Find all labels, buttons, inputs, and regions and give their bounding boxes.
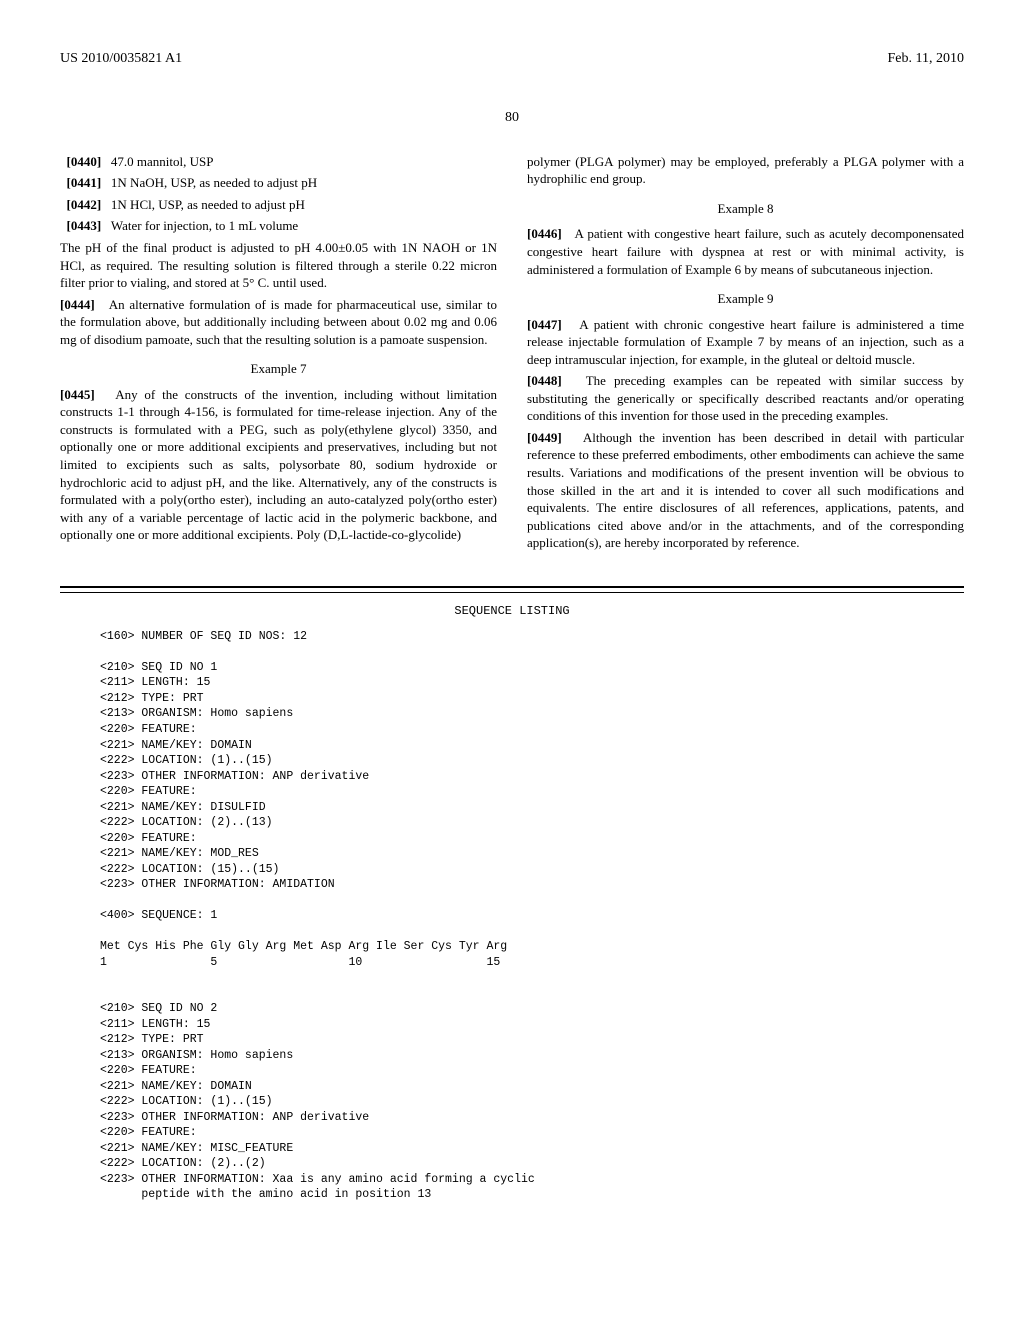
para-after-0443: The pH of the final product is adjusted … xyxy=(60,239,497,292)
para-label: [0442] xyxy=(67,197,102,212)
para-0443: [0443] Water for injection, to 1 mL volu… xyxy=(60,217,497,235)
example-7-heading: Example 7 xyxy=(60,360,497,378)
para-0449: [0449] Although the invention has been d… xyxy=(527,429,964,552)
para-label: [0447] xyxy=(527,317,562,332)
para-label: [0444] xyxy=(60,297,95,312)
para-text: 1N NaOH, USP, as needed to adjust pH xyxy=(111,175,317,190)
para-0442: [0442] 1N HCl, USP, as needed to adjust … xyxy=(60,196,497,214)
divider-thin xyxy=(60,592,964,593)
publication-number: US 2010/0035821 A1 xyxy=(60,50,182,69)
para-label: [0446] xyxy=(527,226,562,241)
para-label: [0440] xyxy=(67,154,102,169)
para-0446: [0446] A patient with congestive heart f… xyxy=(527,225,964,278)
page-number: 80 xyxy=(60,109,964,128)
para-label: [0441] xyxy=(67,175,102,190)
para-text: 47.0 mannitol, USP xyxy=(111,154,214,169)
example-8-heading: Example 8 xyxy=(527,200,964,218)
para-text: A patient with chronic congestive heart … xyxy=(527,317,964,367)
divider-thick xyxy=(60,586,964,588)
left-column: [0440] 47.0 mannitol, USP [0441] 1N NaOH… xyxy=(60,153,497,556)
sequence-listing-block: <160> NUMBER OF SEQ ID NOS: 12 <210> SEQ… xyxy=(100,629,964,1203)
right-column: polymer (PLGA polymer) may be employed, … xyxy=(527,153,964,556)
para-0447: [0447] A patient with chronic congestive… xyxy=(527,316,964,369)
para-label: [0445] xyxy=(60,387,95,402)
para-text: Although the invention has been describe… xyxy=(527,430,964,550)
body-columns: [0440] 47.0 mannitol, USP [0441] 1N NaOH… xyxy=(60,153,964,556)
para-text: 1N HCl, USP, as needed to adjust pH xyxy=(111,197,305,212)
para-0445: [0445] Any of the constructs of the inve… xyxy=(60,386,497,544)
para-label: [0443] xyxy=(67,218,102,233)
para-0440: [0440] 47.0 mannitol, USP xyxy=(60,153,497,171)
sequence-listing-title: SEQUENCE LISTING xyxy=(60,603,964,619)
para-0448: [0448] The preceding examples can be rep… xyxy=(527,372,964,425)
page-header: US 2010/0035821 A1 Feb. 11, 2010 xyxy=(60,50,964,69)
para-text: A patient with congestive heart failure,… xyxy=(527,226,964,276)
para-label: [0449] xyxy=(527,430,562,445)
para-0441: [0441] 1N NaOH, USP, as needed to adjust… xyxy=(60,174,497,192)
para-label: [0448] xyxy=(527,373,562,388)
para-text: The preceding examples can be repeated w… xyxy=(527,373,964,423)
para-top-right: polymer (PLGA polymer) may be employed, … xyxy=(527,153,964,188)
example-9-heading: Example 9 xyxy=(527,290,964,308)
para-text: An alternative formulation of is made fo… xyxy=(60,297,497,347)
para-text: Any of the constructs of the invention, … xyxy=(60,387,497,542)
para-0444: [0444] An alternative formulation of is … xyxy=(60,296,497,349)
publication-date: Feb. 11, 2010 xyxy=(888,50,964,69)
para-text: Water for injection, to 1 mL volume xyxy=(111,218,298,233)
